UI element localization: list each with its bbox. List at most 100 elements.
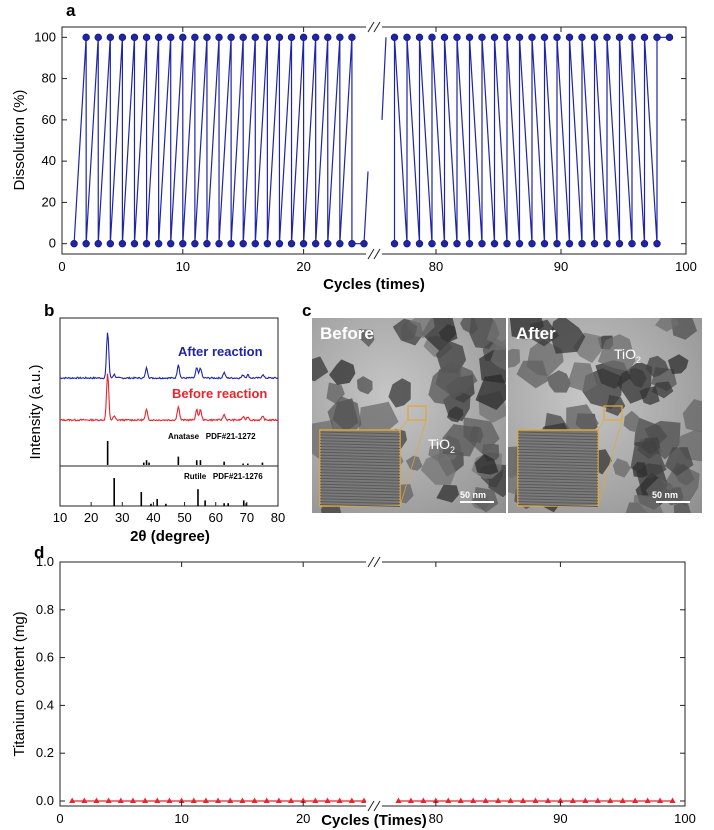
label-rutile: Rutile PDF#21-1276 (184, 472, 263, 481)
titanium-point (445, 797, 452, 803)
lattice-fringe (319, 454, 401, 458)
tem-particle (486, 318, 506, 349)
lattice-fringe (319, 483, 401, 487)
xrd-chart: b 10 20 30 40 50 60 70 80 After reaction Before… (27, 301, 285, 545)
titanium-point (117, 797, 124, 803)
lattice-fringe (319, 457, 401, 461)
tem-particle (682, 399, 702, 433)
dissolution-line (381, 37, 387, 120)
lattice-fringe (517, 451, 599, 455)
dissolution-point (215, 33, 223, 42)
titanium-point (300, 797, 307, 803)
dissolution-point (503, 33, 511, 42)
panel-letter-c: c (302, 302, 311, 320)
titanium-point (239, 797, 246, 803)
dissolution-point (640, 239, 649, 248)
tem-particle (388, 378, 411, 408)
titanium-point (288, 797, 295, 803)
plot-frame-d (59, 561, 686, 807)
y-tick-label-d: 0.0 (36, 793, 54, 808)
lattice-fringe (517, 498, 599, 502)
x-tick-label-b: 60 (208, 510, 222, 525)
y-tick-label-d: 0.4 (36, 697, 54, 712)
dissolution-line (393, 36, 670, 244)
dissolution-point (490, 33, 499, 42)
lattice-fringe (319, 489, 401, 493)
dissolution-point (251, 33, 259, 42)
dissolution-point (106, 33, 115, 42)
dissolution-point (215, 239, 223, 248)
x-tick-label-d: 0 (56, 811, 63, 826)
titanium-point (166, 797, 173, 803)
lattice-fringe (517, 504, 599, 507)
x-tick-label-d: 100 (674, 811, 696, 826)
dissolution-point (603, 239, 611, 248)
lattice-fringe (319, 477, 401, 481)
tem-particle (632, 462, 648, 478)
zoom-region (603, 405, 623, 421)
label-before-reaction: Before reaction (172, 386, 267, 401)
dissolution-point (540, 239, 549, 248)
lattice-fringe (319, 448, 401, 452)
tem-particle (327, 396, 362, 437)
dissolution-point (528, 239, 536, 248)
x-tick-label-b: 10 (53, 510, 67, 525)
lattice-fringe (319, 469, 401, 473)
dissolution-point (239, 239, 247, 248)
dissolution-point (70, 239, 78, 248)
titanium-point (263, 797, 270, 803)
xrd-patterns (59, 332, 279, 506)
axis-break-mark (373, 21, 381, 33)
dissolution-line (363, 171, 369, 244)
y-tick-label-a: 80 (42, 71, 56, 86)
axis-break-mark (367, 556, 375, 568)
x-tick-label-a: 90 (554, 259, 568, 274)
y-axis-label-b: Intensity (a.u.) (27, 364, 44, 459)
plot-frame-b (59, 317, 279, 507)
titanium-point (520, 797, 527, 803)
lattice-fringe (319, 495, 401, 499)
tem-particle (673, 502, 691, 513)
lattice-fringe (517, 472, 599, 476)
y-tick-label-a: 60 (42, 112, 56, 127)
axis-break-gap (366, 21, 382, 33)
lattice-fringe (517, 460, 599, 464)
x-tick-label-a: 100 (675, 259, 697, 274)
dissolution-point (287, 239, 296, 248)
titanium-point (215, 797, 222, 803)
dissolution-point (665, 33, 674, 42)
x-tick-label-b: 70 (240, 510, 254, 525)
tem-particle (463, 417, 500, 455)
titanium-chart: d 0.0 0.2 0.4 0.6 0.8 1.0 0 10 20 80 90 100 Titaniu… (11, 543, 696, 829)
lattice-fringe (319, 480, 401, 484)
y-tick-label-a: 100 (34, 29, 56, 44)
dissolution-point (490, 239, 499, 248)
axis-break-mark (373, 248, 381, 260)
dissolution-point (403, 239, 411, 248)
dissolution-point (239, 33, 247, 42)
dissolution-point (263, 33, 272, 42)
axis-break-mark (367, 248, 375, 260)
titanium-point (557, 797, 564, 803)
x-tick-label-a: 20 (296, 259, 310, 274)
titanium-point (607, 797, 614, 803)
axis-break-gap (366, 556, 382, 568)
dissolution-point (82, 239, 90, 248)
y-axis-label-a: Dissolution (%) (11, 90, 28, 191)
y-tick-label-a: 0 (49, 236, 56, 251)
tem-before-image: Before TiO2 50 nm (312, 318, 506, 513)
dissolution-point (653, 33, 661, 42)
dissolution-point (578, 33, 586, 42)
dissolution-point (106, 239, 115, 248)
lattice-fringe (319, 434, 401, 438)
y-tick-label-d: 0.6 (36, 650, 54, 665)
dissolution-point (142, 33, 151, 42)
titanium-point (495, 797, 502, 803)
dissolution-point (440, 33, 449, 42)
tem-particle (460, 318, 478, 335)
axis-break-mark (367, 21, 375, 33)
lattice-fringe (319, 463, 401, 467)
dissolution-point (130, 239, 139, 248)
x-tick-label-b: 40 (146, 510, 160, 525)
lattice-fringe (319, 437, 401, 441)
